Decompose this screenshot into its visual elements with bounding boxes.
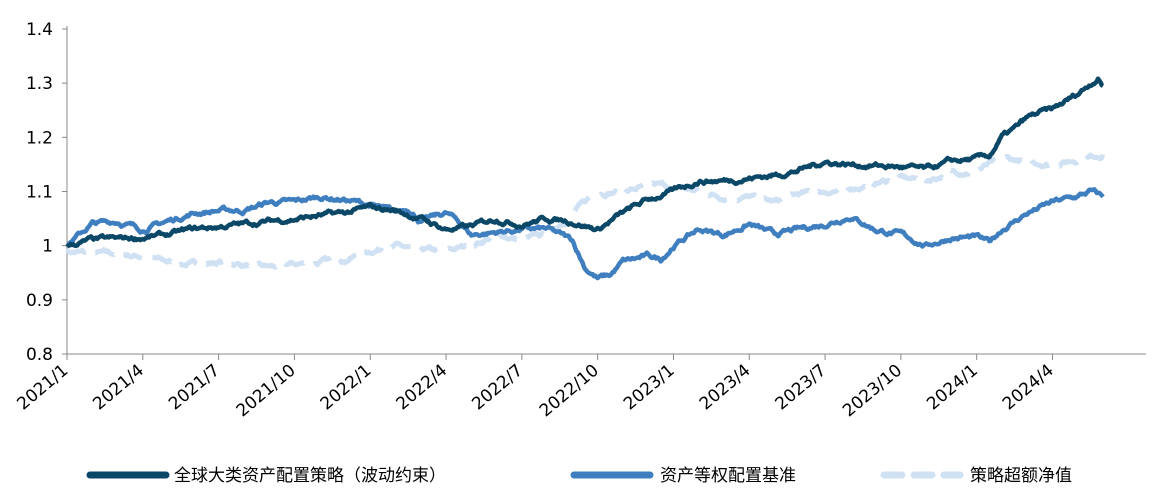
y-tick-label: 0.9 [26, 291, 53, 311]
x-tick-label: 2022/4 [393, 361, 452, 415]
x-tick-label: 2023/1 [620, 361, 679, 415]
y-tick-label: 1.3 [26, 74, 53, 94]
x-tick-label: 2021/1 [14, 361, 73, 415]
legend-label: 策略超额净值 [970, 466, 1072, 486]
x-tick-label: 2024/4 [999, 361, 1058, 415]
series-line [65, 152, 1106, 270]
series-line [65, 76, 1105, 249]
x-tick-label: 2021/10 [233, 361, 300, 422]
legend: 全球大类资产配置策略（波动约束） 资产等权配置基准 策略超额净值 [86, 466, 1072, 486]
x-tick-label: 2023/10 [839, 361, 906, 422]
y-tick-label: 0.8 [26, 345, 53, 365]
x-tick-label: 2022/1 [317, 361, 376, 415]
x-tick-label: 2023/4 [696, 361, 755, 415]
legend-label: 全球大类资产配置策略（波动约束） [174, 466, 446, 486]
y-axis: 0.8 0.9 1 1.1 1.2 1.3 1.4 [26, 20, 68, 365]
x-tick-label: 2024/1 [923, 361, 982, 415]
legend-label: 资产等权配置基准 [660, 466, 796, 486]
x-tick-label: 2023/7 [772, 361, 831, 415]
series-layer [65, 76, 1106, 281]
y-tick-label: 1.4 [26, 20, 53, 40]
x-tick-label: 2022/10 [536, 361, 603, 422]
x-axis: 2021/1 2021/4 2021/7 2021/10 2022/1 2022/4 202… [14, 353, 1146, 422]
x-tick-label: 2022/7 [468, 361, 527, 415]
series-line [66, 187, 1105, 281]
y-tick-label: 1.2 [26, 128, 53, 148]
y-tick-label: 1.1 [26, 183, 53, 203]
x-tick-label: 2021/7 [165, 361, 224, 415]
x-tick-label: 2021/4 [89, 361, 148, 415]
y-tick-label: 1 [42, 237, 53, 257]
